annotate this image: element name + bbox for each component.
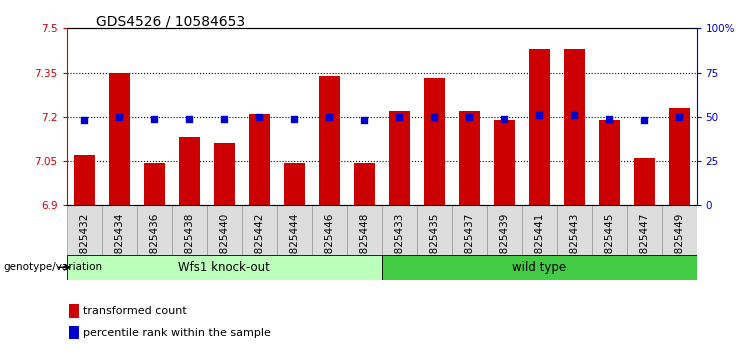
Bar [109,73,130,205]
Bar [172,205,207,255]
Text: wild type: wild type [512,261,566,274]
Bar [424,79,445,205]
Bar [634,158,654,205]
Point [603,116,615,121]
Text: GSM825447: GSM825447 [639,213,649,276]
Bar [249,114,270,205]
Bar [73,155,95,205]
Bar [102,205,136,255]
Bar [668,108,690,205]
Bar [627,205,662,255]
Point [323,114,335,120]
Point [288,116,300,121]
Bar [388,111,410,205]
Point [218,116,230,121]
Bar [207,205,242,255]
Point [148,116,160,121]
Text: GSM825433: GSM825433 [394,213,404,276]
Bar [591,205,627,255]
Bar [522,205,556,255]
Point [498,116,510,121]
Text: GSM825437: GSM825437 [464,213,474,276]
Text: GSM825439: GSM825439 [499,213,509,276]
Point [358,118,370,123]
Text: GDS4526 / 10584653: GDS4526 / 10584653 [96,14,245,28]
Text: GSM825438: GSM825438 [185,213,194,276]
Point [79,118,90,123]
Bar [70,304,79,318]
Bar [382,205,416,255]
Bar [416,205,451,255]
Text: GSM825446: GSM825446 [324,213,334,276]
Text: GSM825435: GSM825435 [429,213,439,276]
Bar [70,326,79,339]
Text: GSM825442: GSM825442 [254,213,264,276]
Point [673,114,685,120]
Text: GSM825443: GSM825443 [569,213,579,276]
Text: GSM825448: GSM825448 [359,213,369,276]
Text: GSM825444: GSM825444 [289,213,299,276]
Bar [528,49,550,205]
Bar [564,49,585,205]
Point [533,112,545,118]
Bar [487,205,522,255]
Bar [144,162,165,205]
Point [183,116,195,121]
Text: GSM825436: GSM825436 [149,213,159,276]
Text: Wfs1 knock-out: Wfs1 knock-out [179,261,270,274]
Point [113,114,125,120]
Bar [284,162,305,205]
Text: percentile rank within the sample: percentile rank within the sample [83,327,271,338]
Bar [276,205,312,255]
Text: GSM825432: GSM825432 [79,213,89,276]
Bar [312,205,347,255]
Bar [347,205,382,255]
Bar [67,205,102,255]
Bar [213,143,235,205]
Point [638,118,650,123]
Text: GSM825445: GSM825445 [604,213,614,276]
Bar [494,120,514,205]
Point [463,114,475,120]
Text: GSM825440: GSM825440 [219,213,229,276]
Bar [556,205,591,255]
Point [428,114,440,120]
Text: GSM825441: GSM825441 [534,213,544,276]
Bar [179,137,199,205]
Point [568,112,580,118]
Point [253,114,265,120]
Bar [353,162,375,205]
Text: transformed count: transformed count [83,306,187,316]
Bar [319,75,339,205]
Bar [662,205,697,255]
Bar [67,255,382,280]
Point [393,114,405,120]
Text: GSM825449: GSM825449 [674,213,684,276]
Bar [382,255,697,280]
Bar [242,205,276,255]
Bar [451,205,487,255]
Bar [459,111,479,205]
Text: genotype/variation: genotype/variation [4,262,103,272]
Bar [599,120,619,205]
Text: GSM825434: GSM825434 [114,213,124,276]
Bar [136,205,172,255]
